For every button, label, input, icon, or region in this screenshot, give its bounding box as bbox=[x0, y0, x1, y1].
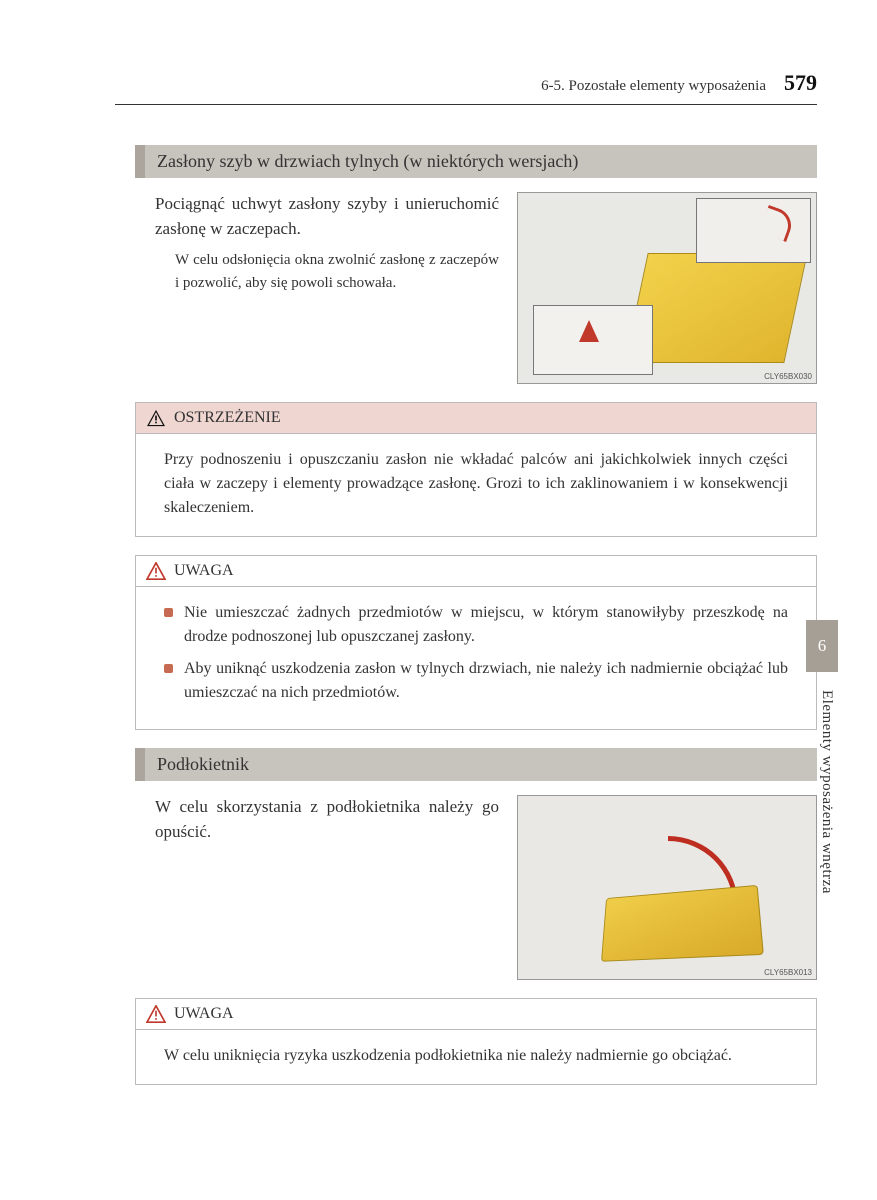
figure-code: CLY65BX030 bbox=[764, 372, 812, 381]
section-title: Podłokietnik bbox=[157, 754, 249, 774]
page-header: 6-5. Pozostałe elementy wyposażenia 579 bbox=[115, 70, 817, 105]
warning-label: OSTRZEŻENIE bbox=[174, 409, 281, 427]
notice-list: Nie umieszczać żadnych przedmiotów w mie… bbox=[164, 601, 788, 705]
chapter-tab: 6 bbox=[806, 620, 838, 672]
armrest-content: W celu skorzystania z podłokietnika nale… bbox=[155, 795, 817, 980]
section-heading-sunshade: Zasłony szyb w drzwiach tylnych (w niekt… bbox=[135, 145, 817, 178]
breadcrumb: 6-5. Pozostałe elementy wyposażenia bbox=[541, 78, 766, 95]
notice-triangle-icon bbox=[146, 562, 166, 580]
notice-label: UWAGA bbox=[174, 1005, 234, 1023]
sunshade-sub: W celu odsłonięcia okna zwolnić zasłonę … bbox=[175, 249, 499, 294]
notice-triangle-icon bbox=[146, 1005, 166, 1023]
notice-body: W celu uniknięcia ryzyka uszkodzenia pod… bbox=[136, 1030, 816, 1084]
sunshade-content: Pociągnąć uchwyt zasłony szyby i unieruc… bbox=[155, 192, 817, 384]
warning-triangle-icon bbox=[146, 409, 166, 427]
notice-header: UWAGA bbox=[136, 999, 816, 1030]
sunshade-lead: Pociągnąć uchwyt zasłony szyby i unieruc… bbox=[155, 192, 499, 241]
warning-header: OSTRZEŻENIE bbox=[136, 403, 816, 434]
notice-label: UWAGA bbox=[174, 562, 234, 580]
notice-callout-2: UWAGA W celu uniknięcia ryzyka uszkodzen… bbox=[135, 998, 817, 1085]
section-heading-armrest: Podłokietnik bbox=[135, 748, 817, 781]
chapter-number: 6 bbox=[818, 636, 827, 656]
armrest-figure: CLY65BX013 bbox=[517, 795, 817, 980]
notice-header: UWAGA bbox=[136, 556, 816, 587]
notice-item: Aby uniknąć uszkodzenia zasłon w tylnych… bbox=[164, 657, 788, 705]
sunshade-figure: CLY65BX030 bbox=[517, 192, 817, 384]
page-number: 579 bbox=[784, 70, 817, 96]
figure-code: CLY65BX013 bbox=[764, 968, 812, 977]
notice-callout-1: UWAGA Nie umieszczać żadnych przedmiotów… bbox=[135, 555, 817, 730]
armrest-lead: W celu skorzystania z podłokietnika nale… bbox=[155, 795, 499, 844]
warning-callout: OSTRZEŻENIE Przy podnoszeniu i opuszczan… bbox=[135, 402, 817, 537]
section-title: Zasłony szyb w drzwiach tylnych (w niekt… bbox=[157, 151, 578, 171]
notice-item: Nie umieszczać żadnych przedmiotów w mie… bbox=[164, 601, 788, 649]
chapter-side-label: Elementy wyposażenia wnętrza bbox=[818, 690, 835, 894]
warning-body: Przy podnoszeniu i opuszczaniu zasłon ni… bbox=[136, 434, 816, 536]
